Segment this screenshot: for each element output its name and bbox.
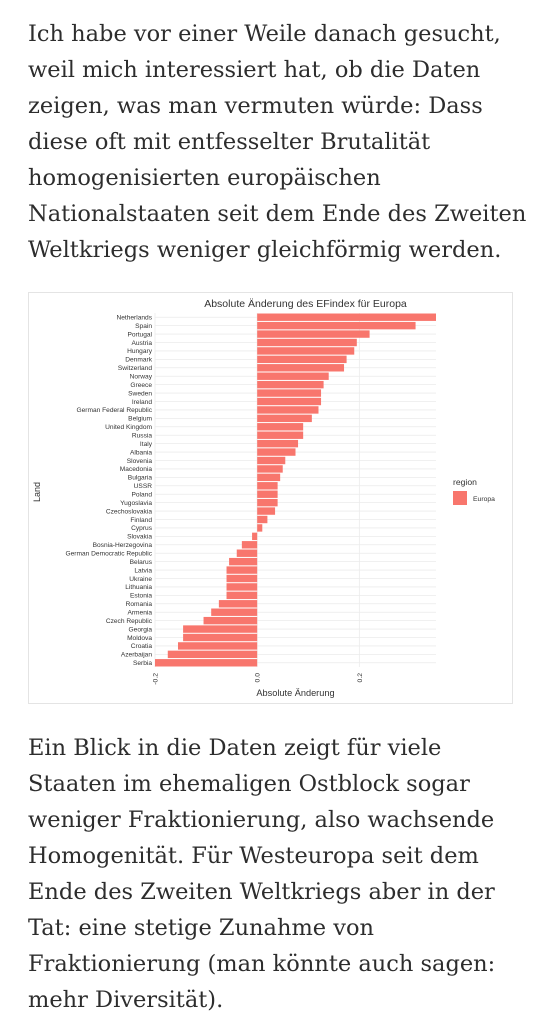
bar-azerbaijan [167,650,258,659]
intro-paragraph: Ich habe vor einer Weile danach gesucht,… [28,21,527,263]
y-tick-label: Hungary [127,348,153,355]
x-tick-label: 0.0 [255,673,262,683]
y-tick-label: Azerbaijan [121,652,152,659]
bar-slovakia [252,532,258,541]
y-tick-label: Yugoslavia [120,500,152,507]
bar-finland [257,515,268,524]
bar-spain [257,321,416,330]
bar-moldova [183,633,258,642]
bar-cyprus [257,524,263,532]
y-tick-label: Finland [130,517,152,524]
y-tick-label: Moldova [127,635,152,642]
bar-greece [257,380,324,389]
y-tick-label: Serbia [133,660,152,667]
x-tick-label: -0.2 [153,673,160,685]
y-tick-label: Netherlands [116,315,152,322]
bar-slovenia [257,456,286,465]
y-tick-label: Belgium [128,416,152,423]
y-tick-label: Romania [126,601,153,608]
bar-lithuania [226,583,258,591]
bar-ireland [257,397,322,406]
x-axis-label: Absolute Änderung [256,688,334,698]
bar-netherlands [257,313,436,321]
y-tick-label: Czech Republic [106,618,153,625]
x-tick-label: 0.2 [357,673,364,683]
bar-poland [257,490,278,498]
y-tick-label: German Democratic Republic [66,551,153,558]
y-tick-label: Greece [130,382,152,389]
bar-armenia [211,608,258,616]
y-tick-label: Latvia [134,567,152,574]
bar-russia [257,431,304,439]
y-tick-label: Cyprus [131,525,153,532]
y-tick-label: Georgia [129,626,153,633]
y-tick-label: United Kingdom [105,424,152,431]
bar-yugoslavia [257,498,278,507]
bar-macedonia [257,465,283,473]
y-tick-label: Lithuania [125,584,152,591]
bar-latvia [226,566,258,574]
bar-albania [257,448,296,456]
bar-georgia [183,625,258,633]
y-tick-label: Russia [132,433,152,440]
bar-denmark [257,355,347,364]
y-tick-label: Albania [130,449,152,456]
y-tick-label: Ukraine [129,576,152,583]
bar-belgium [257,414,312,423]
bar-portugal [257,330,370,338]
bar-austria [257,338,357,347]
y-tick-label: Switzerland [118,365,152,372]
bar-belarus [229,557,258,566]
y-tick-label: Spain [135,323,152,330]
bar-czech-republic [203,616,258,625]
chart-title: Absolute Änderung des EFindex für Europa [204,298,407,310]
y-tick-label: Czechoslovakia [106,508,153,515]
y-tick-label: German Federal Republic [77,407,153,414]
y-tick-label: Armenia [127,610,152,617]
efindex-chart: Absolute Änderung des EFindex für Europa… [28,292,513,704]
y-tick-label: Slovenia [127,458,153,465]
bar-czechoslovakia [257,507,276,515]
bar-croatia [177,642,258,650]
bar-ussr [257,482,278,490]
chart-svg: Absolute Änderung des EFindex für Europa… [32,298,495,698]
y-tick-label: Bosnia-Herzegovina [93,542,153,549]
y-tick-label: Sweden [128,390,152,397]
y-tick-label: Austria [131,340,152,347]
y-tick-label: Denmark [125,357,152,364]
y-tick-label: Bulgaria [128,475,153,482]
y-tick-label: Ireland [132,399,152,406]
bar-italy [257,439,299,448]
bar-german-federal-republic [257,406,319,414]
bar-bulgaria [257,473,281,482]
conclusion-paragraph: Ein Blick in die Daten zeigt für viele S… [28,735,496,1013]
bar-switzerland [257,364,345,372]
y-tick-label: USSR [134,483,153,490]
bar-serbia [155,659,258,667]
bar-romania [218,600,258,608]
y-tick-label: Croatia [131,643,153,650]
y-tick-label: Belarus [130,559,153,566]
legend-title: region [453,477,477,487]
legend-label: Europa [473,496,495,503]
bar-sweden [257,389,322,397]
y-tick-label: Poland [131,492,152,499]
y-tick-label: Portugal [127,331,152,338]
bar-estonia [226,591,258,600]
y-tick-label: Slovakia [127,534,152,541]
y-tick-label: Italy [140,441,153,448]
y-tick-label: Norway [130,374,153,381]
legend-swatch [453,491,467,505]
y-axis-label: Land [32,482,42,502]
bar-hungary [257,347,355,355]
y-tick-label: Macedonia [120,466,153,473]
bar-german-democratic-republic [236,549,258,557]
bar-norway [257,372,329,380]
bar-united-kingdom [257,423,304,431]
bar-ukraine [226,574,258,583]
y-tick-label: Estonia [130,593,152,600]
bar-bosnia-herzegovina [241,541,258,549]
